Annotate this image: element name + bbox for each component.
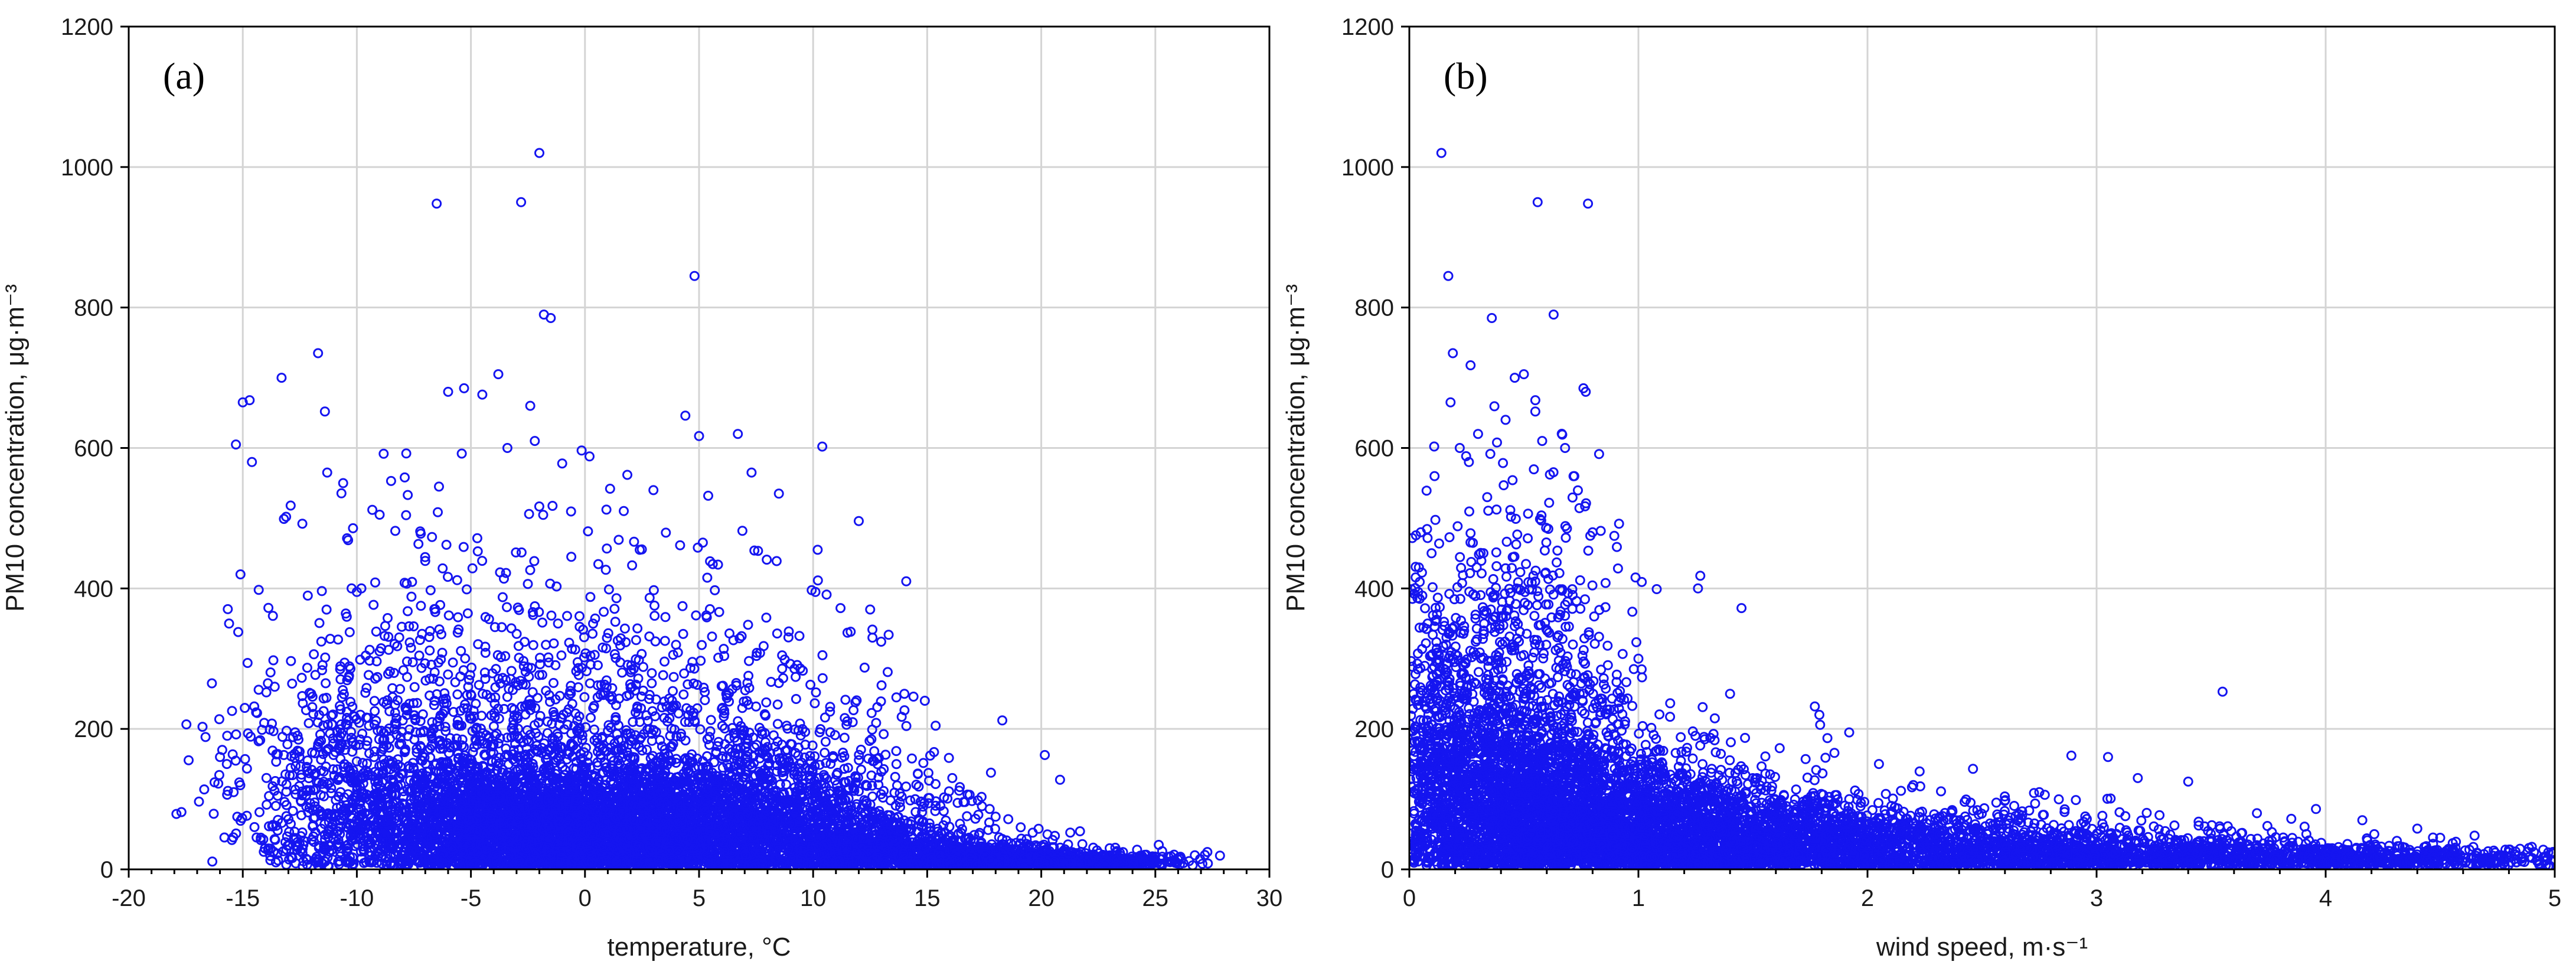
data-point: [370, 706, 380, 716]
data-point: [918, 758, 929, 768]
data-point: [544, 762, 554, 773]
data-point: [907, 753, 917, 764]
panel-a-temperature-vs-pm10: -20 -15 -10 -5 0 5 10 15 20 25 3002004006008001000…: [1, 14, 1282, 962]
data-point: [425, 645, 435, 656]
data-point: [302, 591, 313, 601]
data-point: [1003, 814, 1014, 824]
data-point: [242, 658, 253, 668]
data-point: [955, 819, 965, 829]
data-points: [171, 148, 1225, 869]
data-point: [252, 832, 262, 843]
data-point: [279, 514, 289, 524]
data-point: [436, 629, 446, 640]
data-point: [452, 715, 463, 726]
data-point: [574, 611, 585, 621]
data-point: [586, 712, 596, 723]
data-point: [589, 724, 599, 735]
data-point: [194, 796, 204, 807]
data-point: [542, 728, 553, 738]
data-point: [556, 650, 567, 661]
data-point: [288, 806, 298, 816]
data-point: [448, 657, 458, 668]
data-point: [506, 666, 517, 676]
data-point: [176, 807, 187, 817]
data-point: [346, 732, 357, 743]
data-point: [207, 856, 218, 867]
data-point: [391, 713, 402, 723]
data-point: [854, 749, 864, 760]
